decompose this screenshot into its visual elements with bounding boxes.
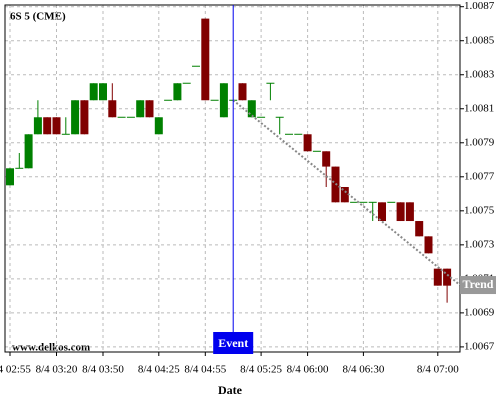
event-label-box (213, 332, 254, 354)
candle-body (387, 201, 396, 203)
plot-border (4, 4, 461, 353)
candle-body (350, 201, 359, 203)
y-tick-label: 1.0075 (464, 204, 495, 216)
x-tick-label: 8/4 05:25 (240, 364, 282, 376)
candle-body (117, 116, 126, 118)
candle-body (136, 100, 145, 118)
event-label: Event (218, 336, 248, 350)
candle-body (210, 99, 219, 101)
candle-body (145, 100, 154, 118)
candle-body (415, 221, 424, 237)
candle-body (182, 82, 191, 84)
candle-body (424, 236, 433, 254)
candle-body (396, 202, 405, 222)
candle-body (80, 100, 89, 135)
candle-body (257, 116, 266, 118)
trend-label-box (460, 276, 496, 295)
candle-body (192, 65, 200, 67)
candle-body (303, 134, 312, 152)
candle-body (340, 187, 349, 203)
x-tick-label: 8/4 03:50 (82, 364, 124, 376)
x-tick-label: 8/4 06:30 (342, 364, 384, 376)
y-tick-label: 1.0077 (464, 170, 495, 182)
y-tick-label: 1.0079 (464, 136, 495, 148)
y-tick-label: 1.0073 (464, 238, 495, 250)
candle-body (368, 201, 377, 203)
candle-body (99, 83, 107, 101)
candle-body (89, 83, 98, 101)
y-tick-label: 1.0069 (464, 306, 495, 318)
candle-body (443, 268, 452, 286)
trend-label: Trend (463, 277, 494, 291)
candle-body (219, 83, 228, 118)
candle-body (405, 202, 414, 222)
candle-body (6, 168, 14, 186)
x-axis-title: Date (218, 383, 243, 397)
x-tick-label: 8/4 04:25 (138, 364, 180, 376)
x-tick-label: 8/4 04:55 (184, 364, 226, 376)
candle-body (275, 116, 284, 118)
candle-body (378, 202, 386, 222)
candle-body (285, 133, 293, 135)
candle-body (126, 116, 135, 118)
candle-body (359, 201, 368, 203)
candle-body (15, 167, 24, 169)
candle-body (43, 117, 52, 135)
candle-body (312, 150, 321, 152)
trend-line (232, 99, 461, 286)
candle-body (294, 133, 303, 135)
candle-body (24, 134, 33, 169)
candle-body (201, 18, 210, 101)
candle-body (33, 117, 42, 135)
candle-body (433, 268, 442, 286)
candle-body (71, 100, 80, 135)
candle-body (154, 117, 163, 135)
x-tick-label: 8/4 02:55 (0, 364, 31, 376)
source-label: www.delkos.com (12, 342, 90, 354)
y-tick-label: 1.0087 (464, 0, 495, 12)
candle-body (238, 83, 247, 101)
chart-title: 6S 5 (CME) (10, 11, 66, 23)
y-tick-label: 1.0085 (464, 34, 495, 46)
candle-body (108, 100, 117, 118)
candle-body (61, 133, 70, 135)
candle-body (173, 83, 182, 101)
y-tick-label: 1.0083 (464, 68, 495, 80)
candle-body (164, 99, 173, 101)
x-tick-label: 8/4 07:00 (417, 364, 459, 376)
x-tick-label: 8/4 06:00 (287, 364, 329, 376)
y-tick-label: 1.0081 (464, 102, 494, 114)
candle-body (52, 117, 61, 135)
candle-body (247, 100, 256, 118)
candle-body (266, 82, 275, 84)
y-tick-label: 1.0067 (464, 340, 495, 352)
x-tick-label: 8/4 03:20 (36, 364, 78, 376)
candle-body (322, 151, 331, 167)
